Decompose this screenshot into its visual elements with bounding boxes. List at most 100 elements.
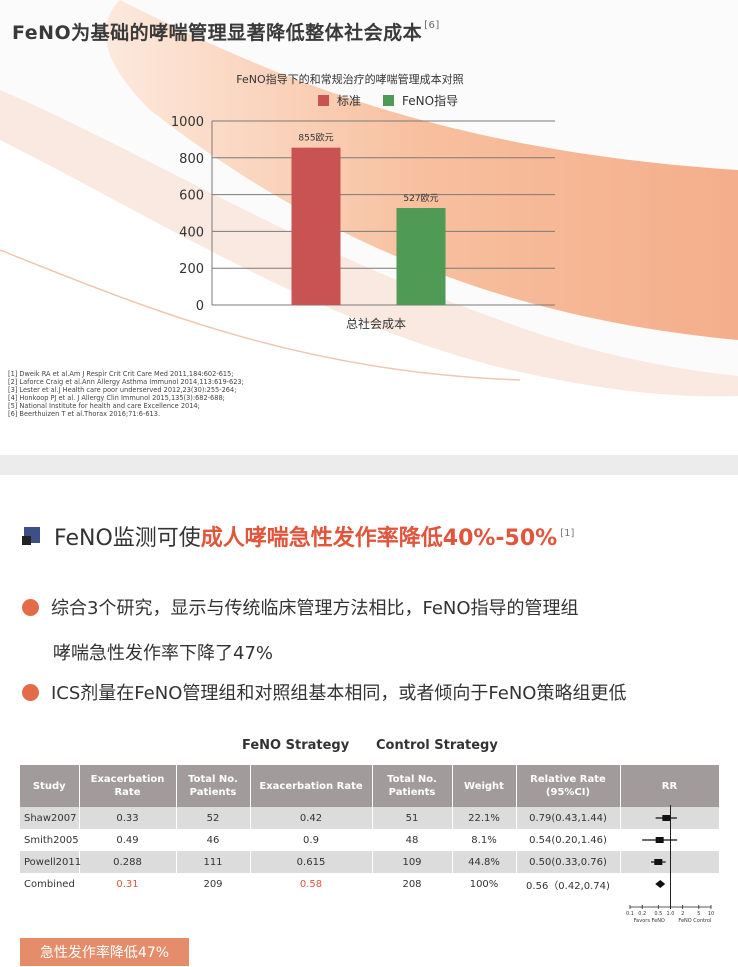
axis-tick-label: 5 <box>697 911 700 917</box>
header-weight: Weight <box>452 765 517 807</box>
y-tick-label: 1000 <box>171 115 204 130</box>
cell-rr-ci: 0.50(0.33,0.76) <box>516 851 621 873</box>
background-swoosh <box>0 0 738 455</box>
section-heading-ref: [1] <box>560 527 575 539</box>
axis-tick-label: 0.1 <box>626 911 634 917</box>
square-bullet-icon <box>22 527 40 545</box>
bullet-text: 综合3个研究，显示与传统临床管理方法相比，FeNO指导的管理组 <box>51 598 579 619</box>
reference-item: [3] Lester et al.J Health care poor unde… <box>8 386 237 394</box>
page-title-ref: [6] <box>424 20 440 31</box>
cell-feno-total: 209 <box>176 873 251 895</box>
bullet-text: ICS剂量在FeNO管理组和对照组基本相同，或者倾向于FeNO策略组更低 <box>51 683 627 704</box>
table-row: Powell2011 0.288 111 0.615 109 44.8% 0.5… <box>20 851 720 873</box>
cell-control-total: 109 <box>372 851 453 873</box>
cell-feno-total: 111 <box>176 851 251 873</box>
cell-rr-plot <box>620 851 720 873</box>
reference-item: [5] National Institute for health and ca… <box>8 402 200 410</box>
cell-feno-rate: 0.31 <box>79 873 177 895</box>
chart-legend: 标准 FeNO指导 <box>318 92 458 109</box>
x-axis-label: 总社会成本 <box>346 316 406 331</box>
cell-weight: 22.1% <box>452 807 517 829</box>
cell-control-total: 208 <box>372 873 453 895</box>
cell-control-total: 48 <box>372 829 453 851</box>
cell-feno-total: 46 <box>176 829 251 851</box>
cell-study: Smith2005 <box>20 829 80 851</box>
section-heading-highlight: 成人哮喘急性发作率降低40%-50% <box>200 526 558 551</box>
table-header-row: Study Exacerbation Rate Total No. Patients… <box>20 765 720 807</box>
legend-label-standard: 标准 <box>337 94 362 108</box>
cell-feno-rate: 0.49 <box>79 829 177 851</box>
header-rr-ci: Relative Rate (95%CI) <box>516 765 621 807</box>
cell-feno-total: 52 <box>176 807 251 829</box>
header-control-rate: Exacerbation Rate <box>250 765 373 807</box>
cell-control-rate: 0.42 <box>250 807 373 829</box>
axis-tick-label: 10 <box>708 911 714 917</box>
axis-label-left: Favors FeNO <box>634 918 665 924</box>
section-heading: FeNO监测可使 成人哮喘急性发作率降低40%-50% [1] <box>22 520 574 552</box>
chart-title: FeNO指导下的和常规治疗的哮喘管理成本对照 <box>236 73 464 86</box>
section-divider <box>0 455 738 475</box>
cell-control-rate: 0.58 <box>250 873 373 895</box>
legend-swatch-feno <box>383 95 395 106</box>
header-control-total: Total No. Patients <box>372 765 453 807</box>
data-label: 527欧元 <box>403 192 438 204</box>
section-heading-text: FeNO监测可使 <box>54 526 201 551</box>
cell-rr-ci: 0.79(0.43,1.44) <box>516 807 621 829</box>
table-row: Smith2005 0.49 46 0.9 48 8.1% 0.54(0.20,… <box>20 829 720 851</box>
result-badge: 急性发作率降低47% <box>20 938 189 966</box>
axis-tick-label: 1.0 <box>667 911 675 917</box>
cell-rr-plot <box>620 873 720 895</box>
data-label: 855欧元 <box>298 132 333 144</box>
cell-study: Shaw2007 <box>20 807 80 829</box>
legend-item-standard: 标准 <box>318 92 361 109</box>
cell-rr-plot <box>620 829 720 851</box>
y-tick-label: 200 <box>179 262 204 277</box>
legend-label-feno: FeNO指导 <box>402 94 459 108</box>
header-feno-total: Total No. Patients <box>176 765 251 807</box>
cell-rr-ci: 0.54(0.20,1.46) <box>516 829 621 851</box>
page-title: FeNO为基础的哮喘管理显著降低整体社会成本 [6] <box>12 20 440 44</box>
cell-rr-plot <box>620 807 720 829</box>
bar-standard <box>291 147 341 305</box>
y-tick-label: 400 <box>179 225 204 240</box>
header-rr: RR <box>620 765 720 807</box>
cell-feno-rate: 0.33 <box>79 807 177 829</box>
bullet-point: 综合3个研究，显示与传统临床管理方法相比，FeNO指导的管理组 <box>22 594 579 620</box>
bullet-dot-icon <box>22 683 39 701</box>
reference-item: [2] Laforce Craig et al.Ann Allergy Asth… <box>8 378 244 386</box>
bullet-dot-icon <box>22 598 39 616</box>
reference-item: [6] Beerthuizen T et al.Thorax 2016;71:6… <box>8 410 161 418</box>
references-list: [1] Dweik RA et al.Am J Respir Crit Crit… <box>8 370 244 418</box>
y-tick-label: 800 <box>179 152 204 167</box>
cell-control-rate: 0.9 <box>250 829 373 851</box>
bullet-point: ICS剂量在FeNO管理组和对照组基本相同，或者倾向于FeNO策略组更低 <box>22 679 626 705</box>
cell-weight: 44.8% <box>452 851 517 873</box>
cell-feno-rate: 0.288 <box>79 851 177 873</box>
cell-study: Powell2011 <box>20 851 81 873</box>
cell-control-total: 51 <box>372 807 453 829</box>
cell-weight: 8.1% <box>452 829 517 851</box>
cell-control-rate: 0.615 <box>250 851 373 873</box>
cell-study: Combined <box>20 873 80 895</box>
bar-feno <box>396 208 446 305</box>
header-feno-rate: Exacerbation Rate <box>79 765 177 807</box>
forest-table: Study Exacerbation Rate Total No. Patients… <box>20 765 720 895</box>
cost-panel: FeNO为基础的哮喘管理显著降低整体社会成本 [6] FeNO指导下的和常规治疗的… <box>0 0 738 455</box>
axis-tick-label: 0.5 <box>654 911 662 917</box>
axis-tick-label: 0.2 <box>638 911 646 917</box>
bullet-text-continuation: 哮喘急性发作率下降了47% <box>53 643 274 664</box>
group-label-control: Control Strategy <box>376 738 498 753</box>
header-study: Study <box>20 765 80 807</box>
axis-label-right: FeNO Control <box>678 918 711 924</box>
legend-item-feno: FeNO指导 <box>383 92 458 109</box>
axis-tick-label: 2 <box>681 911 684 917</box>
y-tick-label: 600 <box>179 189 204 204</box>
y-tick-label: 0 <box>196 299 204 314</box>
reference-item: [4] Honkoop PJ et al. J Allergy Clin Imm… <box>8 394 225 402</box>
cell-rr-ci: 0.56（0.42,0.74) <box>516 873 621 895</box>
group-label-feno: FeNO Strategy <box>242 738 350 753</box>
cell-weight: 100% <box>452 873 517 895</box>
table-row: Shaw2007 0.33 52 0.42 51 22.1% 0.79(0.43… <box>20 807 720 829</box>
table-row: Combined 0.31 209 0.58 208 100% 0.56（0.4… <box>20 873 720 895</box>
reference-item: [1] Dweik RA et al.Am J Respir Crit Crit… <box>8 370 234 378</box>
